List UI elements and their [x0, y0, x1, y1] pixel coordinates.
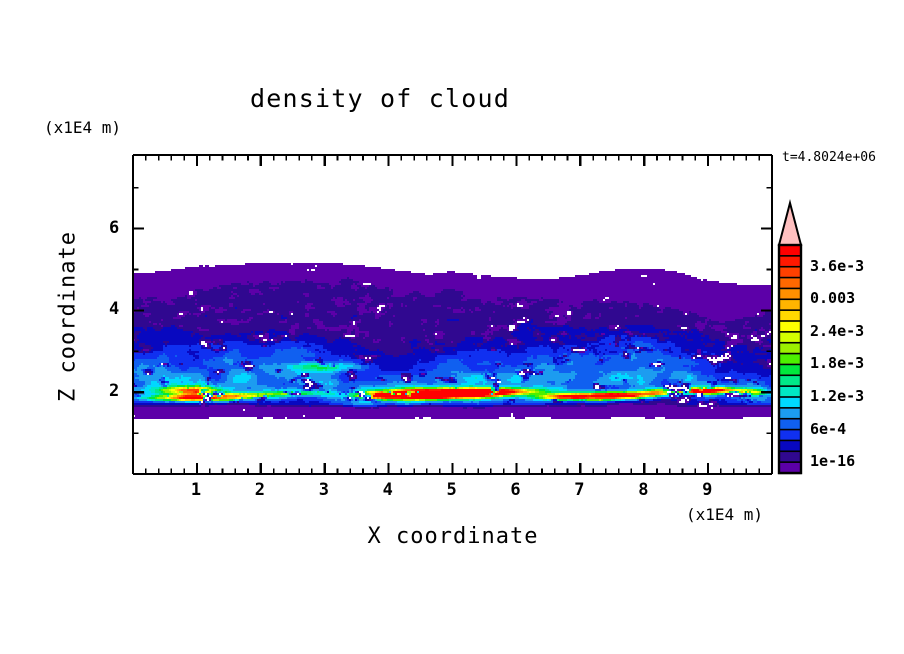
colorbar-band — [778, 428, 802, 442]
x-tick-label: 1 — [190, 480, 202, 500]
colorbar-band — [778, 341, 802, 355]
colorbar-band — [778, 374, 802, 388]
colorbar-tick-label: 2.4e-3 — [810, 321, 865, 340]
page-title: density of cloud — [249, 84, 511, 113]
colorbar-band — [778, 417, 802, 431]
colorbar-band — [778, 309, 802, 323]
colorbar — [777, 199, 803, 475]
y-axis-unit-label: (x1E4 m) — [44, 118, 122, 137]
colorbar-band — [778, 407, 802, 420]
x-axis-title: X coordinate — [367, 524, 539, 549]
colorbar-band — [778, 385, 802, 399]
colorbar-band — [778, 461, 802, 475]
y-tick-label: 2 — [109, 381, 120, 402]
colorbar-band — [778, 396, 802, 410]
colorbar-tick-label: 1.8e-3 — [810, 354, 865, 373]
x-tick-label: 8 — [638, 480, 649, 500]
colorbar-over-arrow — [777, 199, 803, 246]
colorbar-band — [778, 450, 802, 464]
colorbar-band — [778, 298, 802, 312]
colorbar-tick-label: 0.003 — [810, 289, 856, 308]
colorbar-band — [778, 352, 802, 366]
x-tick-label: 7 — [574, 480, 585, 500]
x-tick-label: 6 — [510, 480, 521, 500]
colorbar-band — [778, 439, 802, 453]
x-tick-label: 5 — [446, 480, 457, 500]
colorbar-tick-label: 3.6e-3 — [810, 256, 865, 275]
colorbar-band — [778, 320, 802, 334]
colorbar-band — [778, 331, 802, 344]
x-axis-unit-label: (x1E4 m) — [686, 505, 764, 524]
colorbar-tick-label: 6e-4 — [810, 419, 847, 438]
x-tick-label: 9 — [702, 480, 713, 500]
colorbar-band — [778, 287, 802, 301]
colorbar-tick-label: 1e-16 — [810, 452, 856, 471]
colorbar-band — [778, 363, 802, 377]
colorbar-tick-label: 1.2e-3 — [810, 387, 865, 405]
colorbar-outline — [777, 243, 803, 475]
y-tick-label: 6 — [109, 217, 120, 238]
density-field — [133, 263, 772, 419]
axis-frame — [131, 153, 774, 476]
time-annotation: t=4.8024e+06 — [782, 150, 876, 165]
x-tick-label: 3 — [318, 480, 329, 500]
colorbar-band — [778, 255, 802, 268]
colorbar-band — [778, 244, 802, 258]
x-tick-label: 4 — [382, 480, 393, 500]
colorbar-band — [778, 276, 802, 290]
y-tick-label: 4 — [109, 299, 120, 320]
colorbar-band — [778, 265, 802, 279]
x-tick-label: 2 — [254, 480, 266, 500]
